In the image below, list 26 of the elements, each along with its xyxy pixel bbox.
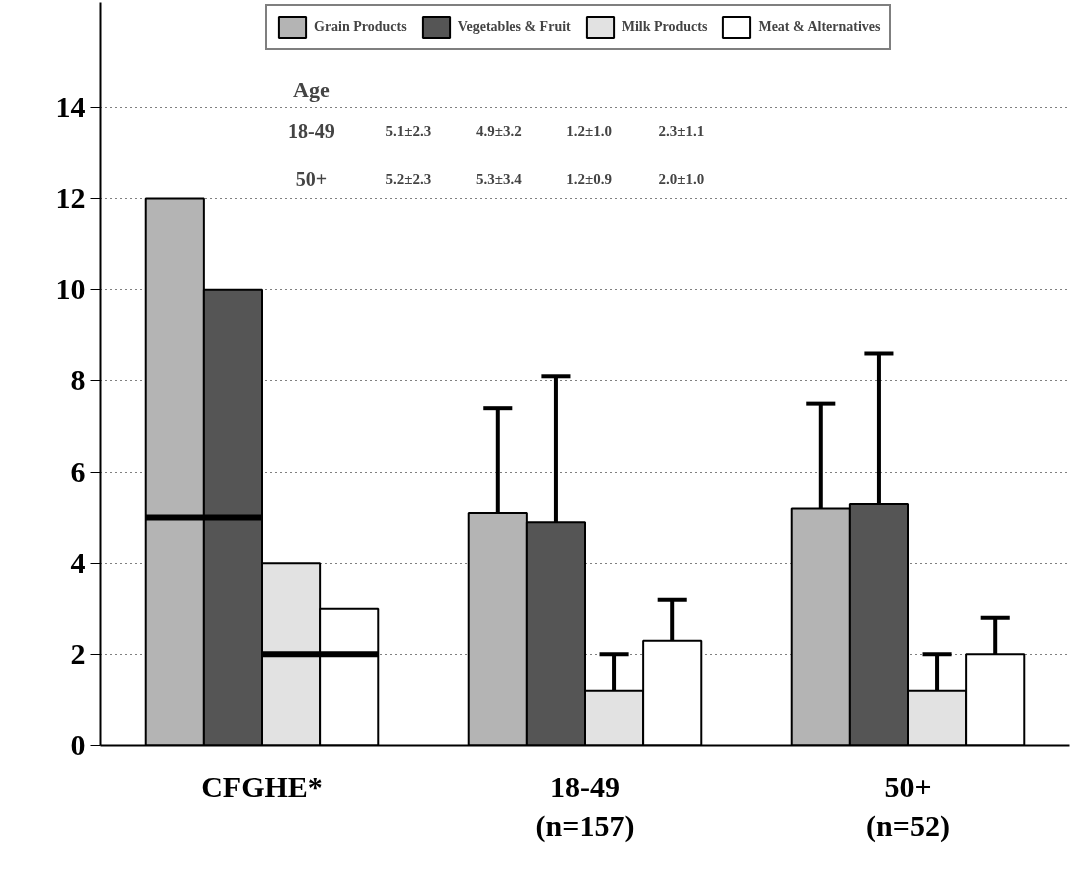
y-tick-label: 2 (70, 636, 86, 670)
legend-label: Meat & Alternatives (758, 19, 881, 35)
x-tick-label: 18-49 (n=157) (535, 769, 635, 844)
annotation: 50+ (295, 168, 328, 191)
y-tick-label: 10 (55, 272, 86, 306)
legend-label: Vegetables & Fruit (457, 19, 571, 35)
legend-label: Grain Products (314, 19, 407, 35)
y-tick-label: 8 (70, 363, 86, 397)
x-tick-label: CFGHE* (201, 769, 323, 803)
annotation: 1.2±0.9 (566, 171, 612, 188)
annotation: 2.3±1.1 (658, 123, 705, 140)
annotation: 5.3±3.4 (476, 171, 523, 188)
annotation: Age (293, 76, 330, 102)
annotation: 18-49 (288, 120, 335, 143)
y-tick-label: 0 (70, 728, 86, 761)
annotation: 2.0±1.0 (658, 171, 705, 188)
y-tick-label: 12 (55, 181, 86, 215)
annotation: 5.2±2.3 (385, 171, 432, 188)
y-tick-label: 4 (70, 545, 86, 579)
annotation: 1.2±1.0 (566, 123, 612, 140)
y-tick-label: 6 (70, 454, 86, 488)
y-tick-label: 14 (55, 89, 86, 123)
annotation: 4.9±3.2 (476, 123, 522, 140)
legend-label: Milk Products (621, 19, 708, 35)
x-tick-label: 50+ (n=52) (866, 769, 950, 844)
annotation: 5.1±2.3 (385, 123, 432, 140)
